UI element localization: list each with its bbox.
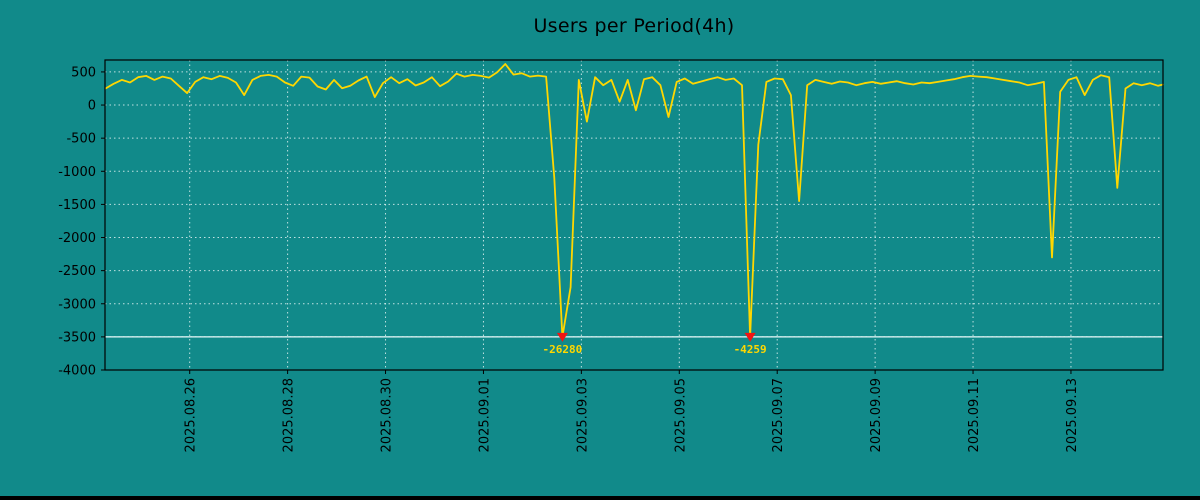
bottom-border [0, 496, 1200, 500]
y-tick-label: -4000 [58, 364, 96, 379]
min-marker-icon [744, 332, 756, 342]
min-value-label: -4259 [734, 343, 767, 356]
y-tick-label: -2500 [58, 264, 96, 279]
y-tick-label: 0 [88, 99, 96, 114]
x-tick-label: 2025.09.11 [967, 378, 982, 452]
min-marker-icon [556, 332, 568, 342]
x-tick-label: 2025.09.03 [575, 378, 590, 452]
x-tick-label: 2025.08.28 [282, 378, 297, 452]
y-tick-label: -3000 [58, 297, 96, 312]
x-tick-label: 2025.08.30 [380, 378, 395, 452]
x-tick-label: 2025.09.09 [869, 378, 884, 452]
y-tick-label: 500 [71, 65, 96, 80]
plot-border [104, 59, 1164, 371]
min-value-label: -26280 [543, 343, 583, 356]
data-line-users [104, 63, 1164, 338]
x-tick-label: 2025.08.26 [184, 378, 199, 452]
y-tick-label: -3500 [58, 330, 96, 345]
y-tick-label: -2000 [58, 231, 96, 246]
x-tick-label: 2025.09.07 [771, 378, 786, 452]
x-tick-label: 2025.09.05 [673, 378, 688, 452]
y-tick-label: -500 [66, 132, 96, 147]
x-tick-label: 2025.09.01 [477, 378, 492, 452]
x-tick-label: 2025.09.13 [1065, 378, 1080, 452]
y-tick-label: -1500 [58, 198, 96, 213]
y-tick-label: -1000 [58, 165, 96, 180]
chart-title: Users per Period(4h) [533, 15, 735, 37]
